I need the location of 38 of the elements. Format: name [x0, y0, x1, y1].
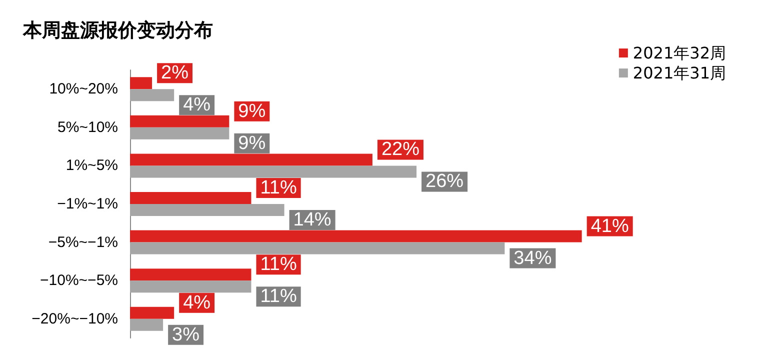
data-label: 2% — [161, 62, 189, 84]
chart-title: 本周盘源报价变动分布 — [22, 20, 213, 42]
data-label: 9% — [238, 132, 266, 154]
data-label: 9% — [238, 100, 266, 122]
data-label: 3% — [172, 324, 200, 346]
bar — [130, 242, 505, 254]
data-label: 11% — [260, 178, 297, 198]
bar — [130, 115, 230, 128]
bar — [130, 77, 152, 90]
data-label: 34% — [514, 248, 552, 269]
bar — [130, 204, 284, 216]
y-tick-label: 5%~10% — [58, 118, 118, 136]
legend-label: 2021年31周 — [632, 64, 726, 82]
bar — [130, 154, 372, 166]
y-tick-label: 10%~20% — [49, 80, 118, 98]
data-label: 41% — [590, 216, 629, 237]
data-label: 4% — [183, 94, 211, 116]
bar — [130, 127, 230, 140]
bar — [130, 230, 582, 242]
bar — [130, 268, 252, 281]
y-tick-label: −5%~−1% — [48, 234, 118, 251]
data-label: 11% — [260, 254, 297, 276]
bar — [130, 306, 174, 319]
data-label: 11% — [260, 286, 297, 308]
bar — [130, 192, 252, 204]
data-label: 22% — [381, 139, 420, 160]
data-label: 4% — [183, 292, 211, 314]
bar — [130, 166, 417, 178]
legend-label: 2021年32周 — [632, 44, 726, 62]
data-label: 14% — [293, 210, 332, 230]
data-label: 26% — [426, 171, 464, 192]
bar — [130, 89, 174, 102]
y-tick-label: −10%~−5% — [40, 272, 118, 290]
bar — [130, 318, 164, 331]
y-tick-label: −1%~1% — [57, 196, 118, 212]
y-tick-label: 1%~5% — [66, 157, 118, 174]
y-tick-label: −20%~−10% — [32, 310, 118, 328]
bar — [130, 280, 252, 293]
